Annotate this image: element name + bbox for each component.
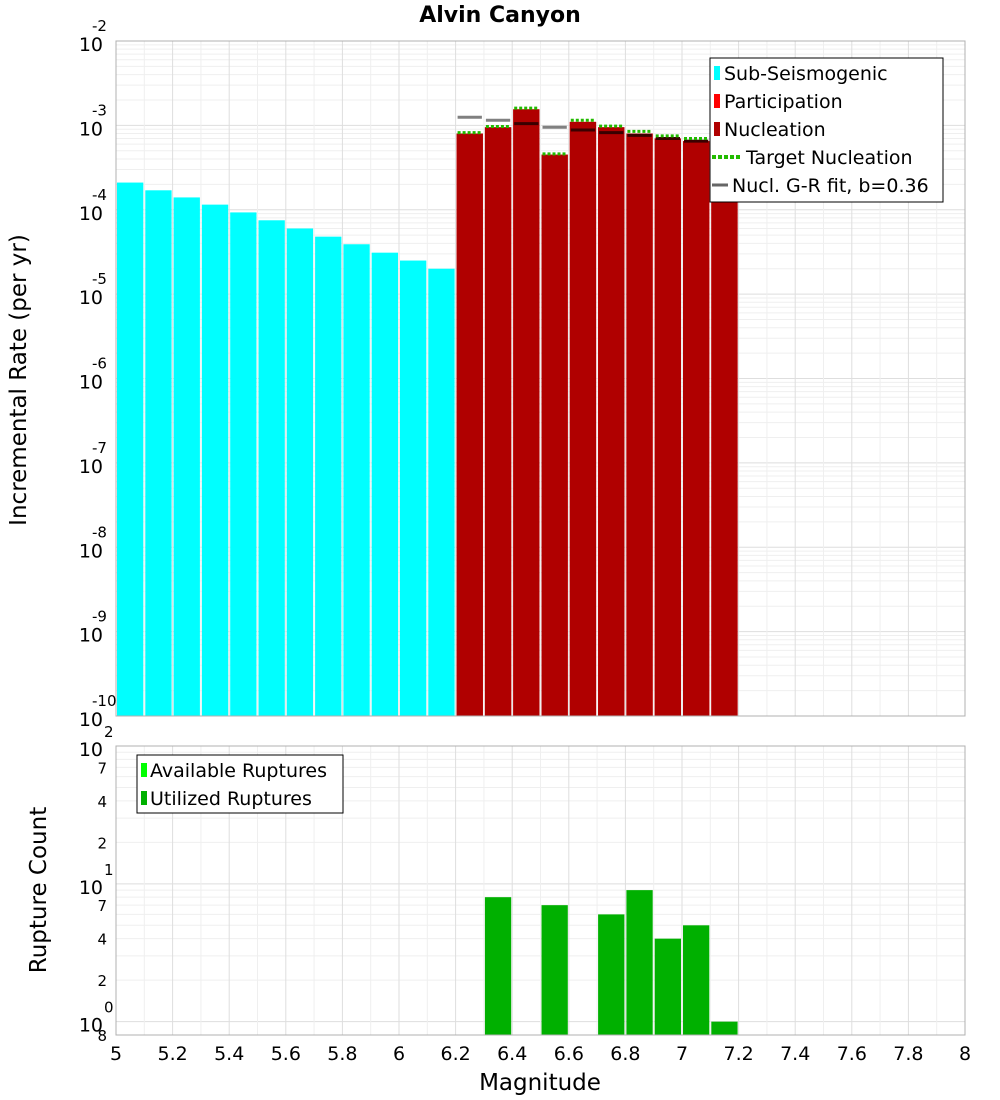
legend-label-sub-seismogenic: Sub-Seismogenic (724, 63, 888, 85)
top-y-tick-exponent: -3 (92, 101, 107, 119)
bottom-y-minor-tick-label: 4 (97, 931, 107, 949)
x-tick-label: 7.8 (893, 1043, 923, 1065)
bottom-y-minor-tick-label: 7 (97, 759, 107, 777)
legend-label-available-ruptures: Available Ruptures (150, 760, 327, 782)
x-tick-label: 5.8 (327, 1043, 357, 1065)
bar-nucleation (626, 133, 653, 717)
rate-legend: Sub-Seismogenic Participation Nucleation… (709, 57, 944, 203)
x-tick-label: 6 (393, 1043, 405, 1065)
bar-utilized-ruptures (683, 925, 710, 1035)
bar-sub-seismogenic (117, 182, 144, 716)
legend-swatch-utilized-ruptures (141, 791, 147, 805)
legend-swatch-participation (714, 94, 720, 108)
legend-swatch-nucleation (714, 122, 720, 136)
x-tick-label: 7.6 (837, 1043, 867, 1065)
x-tick-label: 5.6 (271, 1043, 301, 1065)
top-y-tick-base: 10 (79, 203, 103, 225)
count-legend: Available Ruptures Utilized Ruptures (136, 754, 344, 814)
bottom-y-tick-exponent: 2 (104, 723, 114, 741)
top-y-tick-exponent: -2 (92, 17, 107, 35)
top-y-tick-base: 10 (79, 625, 103, 647)
bottom-y-minor-tick-label: 2 (97, 834, 107, 852)
bar-utilized-ruptures (541, 905, 568, 1035)
bottom-y-axis-label: Rupture Count (26, 807, 52, 973)
bottom-y-tick-base: 10 (79, 739, 103, 761)
bar-utilized-ruptures (598, 914, 625, 1035)
rate-panel: Alvin Canyon 10-1010-910-810-710-610-510… (6, 3, 966, 731)
bar-sub-seismogenic (400, 260, 427, 716)
x-tick-label: 6.2 (440, 1043, 470, 1065)
x-tick-label: 5 (110, 1043, 122, 1065)
bar-sub-seismogenic (315, 236, 342, 716)
bar-sub-seismogenic (343, 244, 370, 717)
bar-sub-seismogenic (173, 197, 200, 717)
chart-title: Alvin Canyon (419, 3, 581, 28)
bar-nucleation (711, 150, 738, 716)
top-y-tick-exponent: -10 (92, 692, 117, 710)
legend-swatch-sub-seismogenic (714, 66, 720, 80)
bar-sub-seismogenic (230, 212, 257, 717)
x-tick-label: 5.4 (214, 1043, 244, 1065)
legend-label-utilized-ruptures: Utilized Ruptures (150, 788, 312, 810)
top-y-tick-base: 10 (79, 456, 103, 478)
bar-sub-seismogenic (371, 252, 398, 716)
top-y-tick-base: 10 (79, 287, 103, 309)
x-tick-label: 7 (676, 1043, 688, 1065)
bottom-y-minor-tick-label: 2 (97, 972, 107, 990)
x-axis-label: Magnitude (479, 1070, 601, 1096)
top-y-axis-label: Incremental Rate (per yr) (6, 234, 32, 526)
top-y-tick-exponent: -7 (92, 439, 107, 457)
top-y-tick-exponent: -4 (92, 186, 107, 204)
bar-utilized-ruptures (626, 890, 653, 1035)
top-y-tick-exponent: -6 (92, 355, 107, 373)
bottom-y-tick-exponent: 1 (104, 861, 114, 879)
bottom-y-minor-tick-label: 8 (97, 1027, 107, 1045)
bottom-y-tick-exponent: 0 (104, 999, 114, 1017)
legend-label-gr-fit: Nucl. G-R fit, b=0.36 (732, 175, 929, 197)
bar-utilized-ruptures (711, 1021, 738, 1035)
top-y-tick-exponent: -8 (92, 523, 107, 541)
x-tick-label: 7.2 (723, 1043, 753, 1065)
x-tick-label: 7.4 (780, 1043, 810, 1065)
legend-swatch-available-ruptures (141, 763, 147, 777)
top-y-tick-base: 10 (79, 372, 103, 394)
legend-label-nucleation: Nucleation (724, 119, 826, 141)
legend-label-target-nucleation: Target Nucleation (745, 147, 913, 169)
bar-sub-seismogenic (286, 228, 314, 716)
bar-nucleation (569, 121, 597, 716)
bar-sub-seismogenic (145, 190, 172, 716)
top-y-tick-base: 10 (79, 34, 103, 56)
bar-sub-seismogenic (201, 204, 229, 717)
bar-nucleation (598, 127, 625, 716)
bar-nucleation (541, 154, 568, 716)
x-tick-label: 5.2 (157, 1043, 187, 1065)
bar-utilized-ruptures (484, 897, 512, 1035)
top-y-tick-base: 10 (79, 118, 103, 140)
top-y-tick-exponent: -5 (92, 270, 107, 288)
bottom-y-minor-tick-label: 4 (97, 793, 107, 811)
top-y-tick-exponent: -9 (92, 608, 107, 626)
bar-nucleation (456, 133, 483, 717)
x-tick-label: 6.6 (554, 1043, 584, 1065)
bar-nucleation (683, 141, 710, 717)
x-tick-label: 6.8 (610, 1043, 640, 1065)
bar-nucleation (654, 138, 681, 717)
legend-label-participation: Participation (724, 91, 843, 113)
top-y-tick-base: 10 (79, 709, 103, 731)
x-tick-label: 8 (959, 1043, 971, 1065)
bottom-y-tick-base: 10 (79, 1015, 103, 1037)
top-y-tick-base: 10 (79, 540, 103, 562)
bar-sub-seismogenic (258, 220, 285, 717)
bar-utilized-ruptures (654, 938, 681, 1035)
bottom-y-minor-tick-label: 7 (97, 897, 107, 915)
x-tick-label: 6.4 (497, 1043, 527, 1065)
bar-sub-seismogenic (428, 268, 455, 716)
bar-nucleation (484, 127, 512, 716)
bottom-y-tick-base: 10 (79, 877, 103, 899)
bar-nucleation (513, 109, 540, 716)
